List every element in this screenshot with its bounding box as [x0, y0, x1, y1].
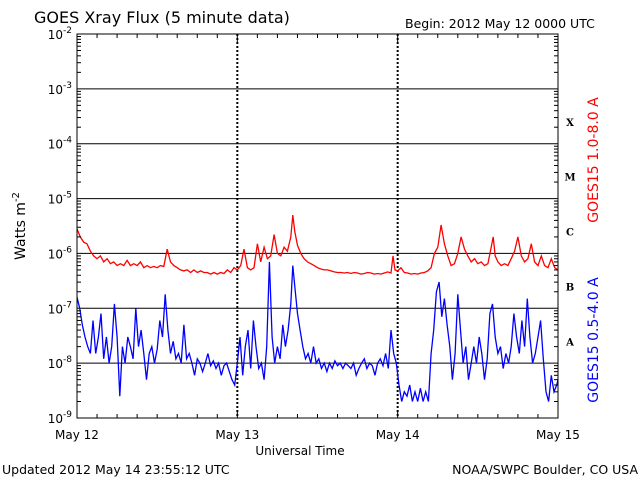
legend-long-channel: GOES15 1.0-8.0 A [586, 97, 602, 223]
flare-class-label: B [566, 282, 574, 293]
axis-layer: 10-2 10-3 10-4 10-5 10-6 10-7 10-8 10-9 May 12 Ma… [48, 26, 580, 442]
y-tick-label: 10-2 [48, 26, 72, 42]
x-tick-label: May 15 [536, 428, 580, 442]
flare-class-label: A [565, 337, 574, 348]
updated-timestamp: Updated 2012 May 14 23:55:12 UTC [2, 462, 230, 477]
y-axis-label: Watts m-2 [11, 192, 29, 260]
series-line-long-channel [77, 215, 558, 275]
plot-frame [76, 33, 559, 419]
x-tick-label: May 13 [215, 428, 259, 442]
y-tick-label: 10-3 [48, 81, 72, 97]
y-tick-label: 10-9 [48, 410, 73, 426]
flare-class-label: C [566, 228, 574, 239]
chart-title: GOES Xray Flux (5 minute data) [34, 8, 290, 27]
x-tick-label: May 14 [376, 428, 420, 442]
x-tick-label: May 12 [55, 428, 99, 442]
x-axis-label: Universal Time [255, 444, 344, 458]
series-layer [77, 215, 558, 402]
y-tick-label: 10-7 [48, 300, 72, 316]
series-line-short-channel [77, 261, 558, 402]
y-tick-label: 10-5 [48, 191, 72, 207]
flare-class-label: M [564, 173, 575, 184]
grid-layer [77, 33, 558, 419]
y-tick-label: 10-6 [48, 245, 73, 261]
credit-text: NOAA/SWPC Boulder, CO USA [452, 462, 638, 477]
y-tick-label: 10-8 [48, 355, 73, 371]
begin-time: Begin: 2012 May 12 0000 UTC [405, 16, 595, 31]
flare-class-label: X [566, 118, 574, 129]
legend-short-channel: GOES15 0.5-4.0 A [586, 277, 602, 403]
y-tick-label: 10-4 [48, 136, 73, 152]
